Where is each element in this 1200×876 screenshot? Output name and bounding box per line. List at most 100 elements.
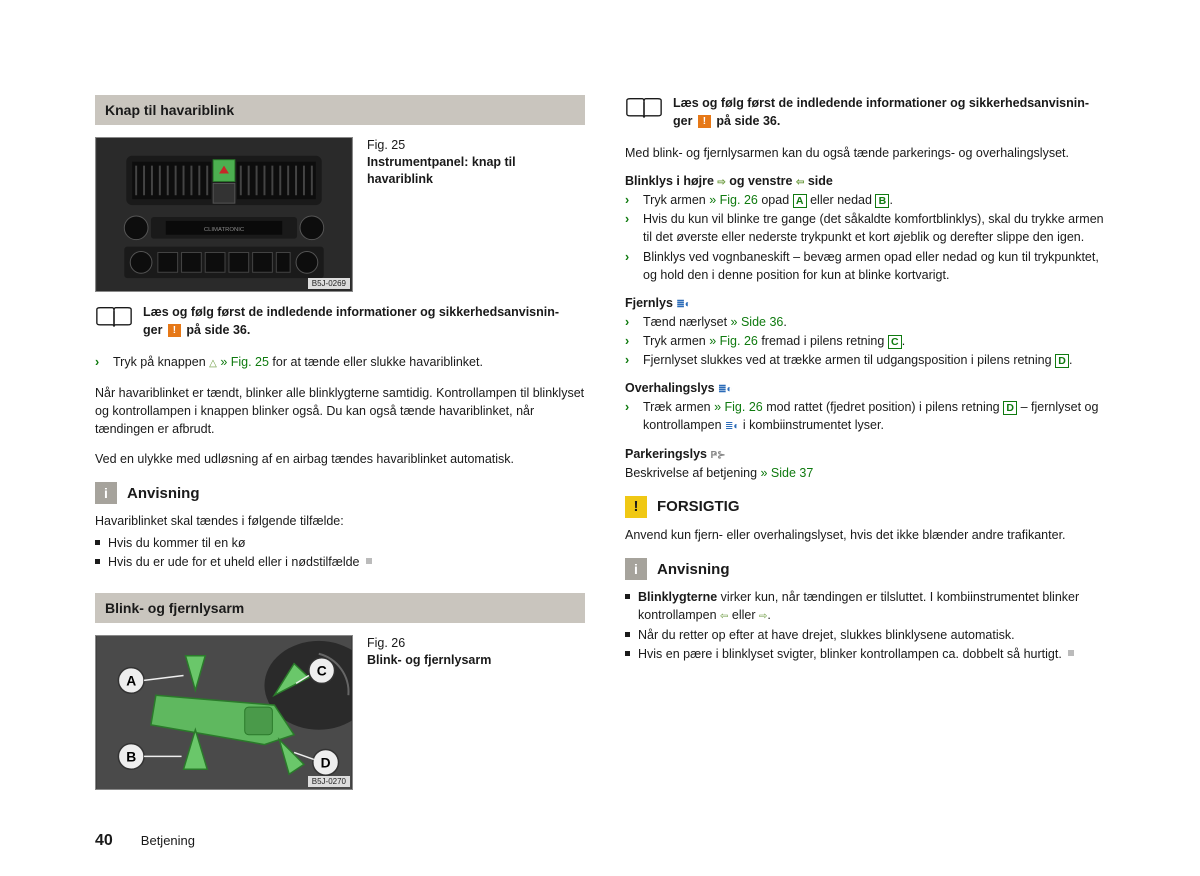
chevron-icon: › xyxy=(95,355,99,369)
read-follow-text: Læs og følg først de indledende informat… xyxy=(673,95,1089,130)
anvisning-bullets: Hvis du kommer til en kø Hvis du er ude … xyxy=(95,534,585,571)
bullet-icon xyxy=(625,651,630,656)
chevron-icon: › xyxy=(625,353,629,367)
anvisning-heading-2: i Anvisning xyxy=(625,558,1115,580)
marker-a: A xyxy=(793,194,807,208)
figure-26-caption: Fig. 26 Blink- og fjernlysarm xyxy=(367,635,491,669)
bullet-text: Hvis du kommer til en kø xyxy=(108,534,246,552)
fig-26-number: Fig. 26 xyxy=(367,635,491,652)
step-text: Træk armen » Fig. 26 mod rattet (fjedret… xyxy=(643,398,1115,435)
section-title-1: Knap til havariblink xyxy=(95,95,585,125)
chevron-icon: › xyxy=(625,193,629,207)
fig-26-link[interactable]: » Fig. 26 xyxy=(709,193,758,207)
overhaling-steps: › Træk armen » Fig. 26 mod rattet (fjedr… xyxy=(625,398,1115,435)
right-column: Læs og følg først de indledende informat… xyxy=(625,95,1115,802)
figure-26-row: A C B D B5J-0270 Fig. 26 Blink- og fjern… xyxy=(95,635,585,790)
marker-c: C xyxy=(888,335,902,349)
warning-badge-icon: ! xyxy=(698,115,711,128)
fig-26-text: Blink- og fjernlysarm xyxy=(367,653,491,667)
step-text: Tryk armen » Fig. 26 fremad i pilens ret… xyxy=(643,332,905,350)
stalk-illustration: A C B D xyxy=(96,636,352,789)
page-36-link[interactable]: » Side 36 xyxy=(731,315,784,329)
intro-paragraph: Med blink- og fjernlysarmen kan du også … xyxy=(625,144,1115,162)
bullet-icon xyxy=(625,632,630,637)
page-37-link[interactable]: » Side 37 xyxy=(761,466,814,480)
read-follow-block: Læs og følg først de indledende informat… xyxy=(95,304,585,339)
anvisning-bullets-2: Blinklygterne virker kun, når tændingen … xyxy=(625,588,1115,663)
anvisning-title-2: Anvisning xyxy=(657,561,730,578)
step-text: Fjernlyset slukkes ved at trække armen t… xyxy=(643,351,1073,369)
caution-icon: ! xyxy=(625,496,647,518)
parkering-text: Beskrivelse af betjening » Side 37 xyxy=(625,464,1115,482)
caution-title: FORSIGTIG xyxy=(657,498,740,515)
section-title-2: Blink- og fjernlysarm xyxy=(95,593,585,623)
hazard-icon: △ xyxy=(209,358,217,369)
fig-25-number: Fig. 25 xyxy=(367,137,585,154)
page-content: Knap til havariblink CLIMATRONIC xyxy=(95,95,1115,802)
fig-25-link[interactable]: » Fig. 25 xyxy=(220,355,269,369)
step-text: Tænd nærlyset » Side 36. xyxy=(643,313,787,331)
fig-25-text: Instrumentpanel: knap til havariblink xyxy=(367,155,516,186)
blinklys-heading: Blinklys i højre ⇨ og venstre ⇦ side xyxy=(625,174,1115,188)
blinklys-steps: › Tryk armen » Fig. 26 opad A eller neda… xyxy=(625,191,1115,284)
figure-25-row: CLIMATRONIC B5J-0269 Fig. 25 Instrumentp… xyxy=(95,137,585,292)
step-text: Hvis du kun vil blinke tre gange (det så… xyxy=(643,210,1115,246)
bullet-text: Blinklygterne virker kun, når tændingen … xyxy=(638,588,1115,625)
bullet-text: Når du retter op efter at have drejet, s… xyxy=(638,626,1015,644)
figure-25-code: B5J-0269 xyxy=(308,278,350,289)
book-icon xyxy=(95,306,133,330)
svg-text:B: B xyxy=(126,749,136,765)
caution-heading: ! FORSIGTIG xyxy=(625,496,1115,518)
chevron-icon: › xyxy=(625,315,629,329)
figure-26-image: A C B D B5J-0270 xyxy=(95,635,353,790)
warning-badge-icon: ! xyxy=(168,324,181,337)
bullet-icon xyxy=(95,559,100,564)
bullet-text: Hvis du er ude for et uheld eller i nøds… xyxy=(108,553,360,571)
bullet-icon xyxy=(95,540,100,545)
fjernlys-steps: › Tænd nærlyset » Side 36. › Tryk armen … xyxy=(625,313,1115,369)
chevron-icon: › xyxy=(625,250,629,264)
left-column: Knap til havariblink CLIMATRONIC xyxy=(95,95,585,802)
chevron-icon: › xyxy=(625,400,629,414)
fig-26-link[interactable]: » Fig. 26 xyxy=(709,334,758,348)
section-end-icon xyxy=(1068,650,1074,656)
fig-26-link[interactable]: » Fig. 26 xyxy=(714,400,763,414)
figure-26-code: B5J-0270 xyxy=(308,776,350,787)
right-arrow-icon: ⇨ xyxy=(717,177,725,188)
paragraph: Ved en ulykke med udløsning af en airbag… xyxy=(95,450,585,468)
marker-d: D xyxy=(1003,401,1017,415)
bullet-text: Hvis en pære i blinklyset svigter, blink… xyxy=(638,645,1062,663)
parkering-heading: Parkeringslys Ҏ⊱ xyxy=(625,447,1115,461)
step-list: › Tryk på knappen △ » Fig. 25 for at tæn… xyxy=(95,353,585,372)
dashboard-illustration: CLIMATRONIC xyxy=(96,138,352,291)
flash-icon: ≣◐ xyxy=(718,384,732,395)
read-follow-block: Læs og følg først de indledende informat… xyxy=(625,95,1115,130)
svg-text:A: A xyxy=(126,673,136,689)
section-end-icon xyxy=(366,558,372,564)
read-follow-text: Læs og følg først de indledende informat… xyxy=(143,304,559,339)
page-number: 40 xyxy=(95,832,113,850)
bullet-icon xyxy=(625,594,630,599)
paragraph: Når havariblinket er tændt, blinker alle… xyxy=(95,384,585,438)
page-footer: 40 Betjening xyxy=(95,832,1115,850)
fjernlys-heading: Fjernlys ≣◐ xyxy=(625,296,1115,310)
book-icon xyxy=(625,97,663,121)
step-text: Blinklys ved vognbaneskift – bevæg armen… xyxy=(643,248,1115,284)
figure-25-image: CLIMATRONIC B5J-0269 xyxy=(95,137,353,292)
footer-section: Betjening xyxy=(141,833,195,848)
chevron-icon: › xyxy=(625,334,629,348)
svg-text:D: D xyxy=(321,755,331,771)
highbeam-icon: ≣◐ xyxy=(676,299,690,310)
anvisning-title: Anvisning xyxy=(127,485,200,502)
caution-text: Anvend kun fjern- eller overhalingslyset… xyxy=(625,526,1115,544)
svg-text:CLIMATRONIC: CLIMATRONIC xyxy=(204,227,245,233)
parking-light-icon: Ҏ⊱ xyxy=(710,450,725,461)
info-icon: i xyxy=(625,558,647,580)
overhaling-heading: Overhalingslys ≣◐ xyxy=(625,381,1115,395)
marker-d: D xyxy=(1055,354,1069,368)
figure-25-caption: Fig. 25 Instrumentpanel: knap til havari… xyxy=(367,137,585,188)
step-text: Tryk på knappen △ » Fig. 25 for at tænde… xyxy=(113,353,483,372)
info-icon: i xyxy=(95,482,117,504)
step-text: Tryk armen » Fig. 26 opad A eller nedad … xyxy=(643,191,893,209)
svg-text:C: C xyxy=(317,663,327,679)
